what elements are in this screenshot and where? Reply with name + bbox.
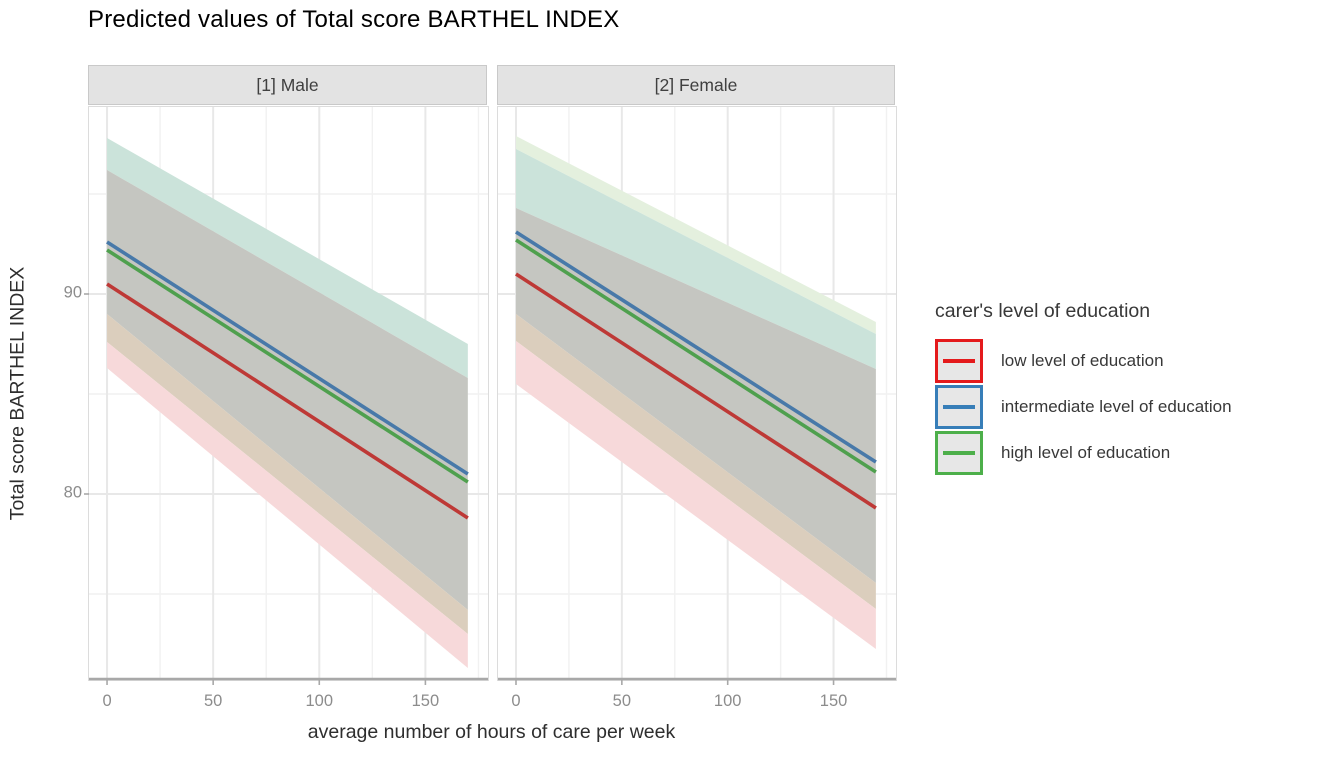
y-tick-label: 80 <box>63 483 82 502</box>
legend-title: carer's level of education <box>935 300 1151 322</box>
facet-strip-male: [1] Male <box>88 65 487 105</box>
ci-band <box>107 138 468 378</box>
facet-strip-female: [2] Female <box>497 65 895 105</box>
x-tick-label: 50 <box>612 692 632 710</box>
series-line <box>515 230 877 464</box>
facet-strip-female-label: [2] Female <box>654 74 738 95</box>
y-axis-title: Total score BARTHEL INDEX <box>6 266 29 521</box>
y-tick-label: 90 <box>63 283 82 302</box>
ci-band <box>515 149 876 369</box>
x-tick-label: 150 <box>819 692 848 710</box>
facet-plot-svg <box>84 107 488 685</box>
legend-item: high level of education <box>935 431 1232 475</box>
plot-panel-male: 0 50 100 150 <box>84 106 489 710</box>
series-line <box>106 282 469 520</box>
legend-item: low level of education <box>935 339 1232 383</box>
legend-item-label: high level of education <box>1001 443 1171 462</box>
y-axis-tick-labels: 90 80 <box>0 106 82 679</box>
legend-key-swatch <box>935 431 983 475</box>
x-tick-label: 100 <box>713 692 742 710</box>
series-line <box>106 240 469 476</box>
legend-items: low level of education intermediate level… <box>935 339 1232 475</box>
legend: carer's level of education low level of … <box>935 300 1232 477</box>
legend-key-line <box>943 451 975 455</box>
x-axis-title: average number of hours of care per week <box>307 721 676 743</box>
series-line <box>515 272 877 510</box>
x-tick-label: 0 <box>511 692 521 710</box>
legend-key-line <box>943 359 975 363</box>
ci-band <box>515 341 876 649</box>
legend-key-swatch <box>935 339 983 383</box>
facet-strip-male-label: [1] Male <box>256 74 319 95</box>
legend-key-line <box>943 405 975 409</box>
plot-panel-female: 0 50 100 150 <box>497 106 897 710</box>
x-tick-label: 0 <box>102 692 112 710</box>
x-tick-label: 150 <box>411 692 440 710</box>
legend-item-label: low level of education <box>1001 351 1164 370</box>
ci-band <box>107 170 468 610</box>
ci-band <box>515 136 876 334</box>
series-line <box>106 248 469 484</box>
legend-item: intermediate level of education <box>935 385 1232 429</box>
chart-title: Predicted values of Total score BARTHEL … <box>88 6 620 33</box>
ci-band <box>107 342 468 668</box>
series-line <box>515 238 877 474</box>
facet-plot-svg <box>498 107 896 685</box>
x-tick-label: 50 <box>203 692 223 710</box>
legend-key-swatch <box>935 385 983 429</box>
ci-band <box>107 314 468 634</box>
legend-item-label: intermediate level of education <box>1001 397 1232 416</box>
ci-band <box>515 208 876 583</box>
x-tick-label: 100 <box>305 692 334 710</box>
ci-band <box>515 314 876 609</box>
